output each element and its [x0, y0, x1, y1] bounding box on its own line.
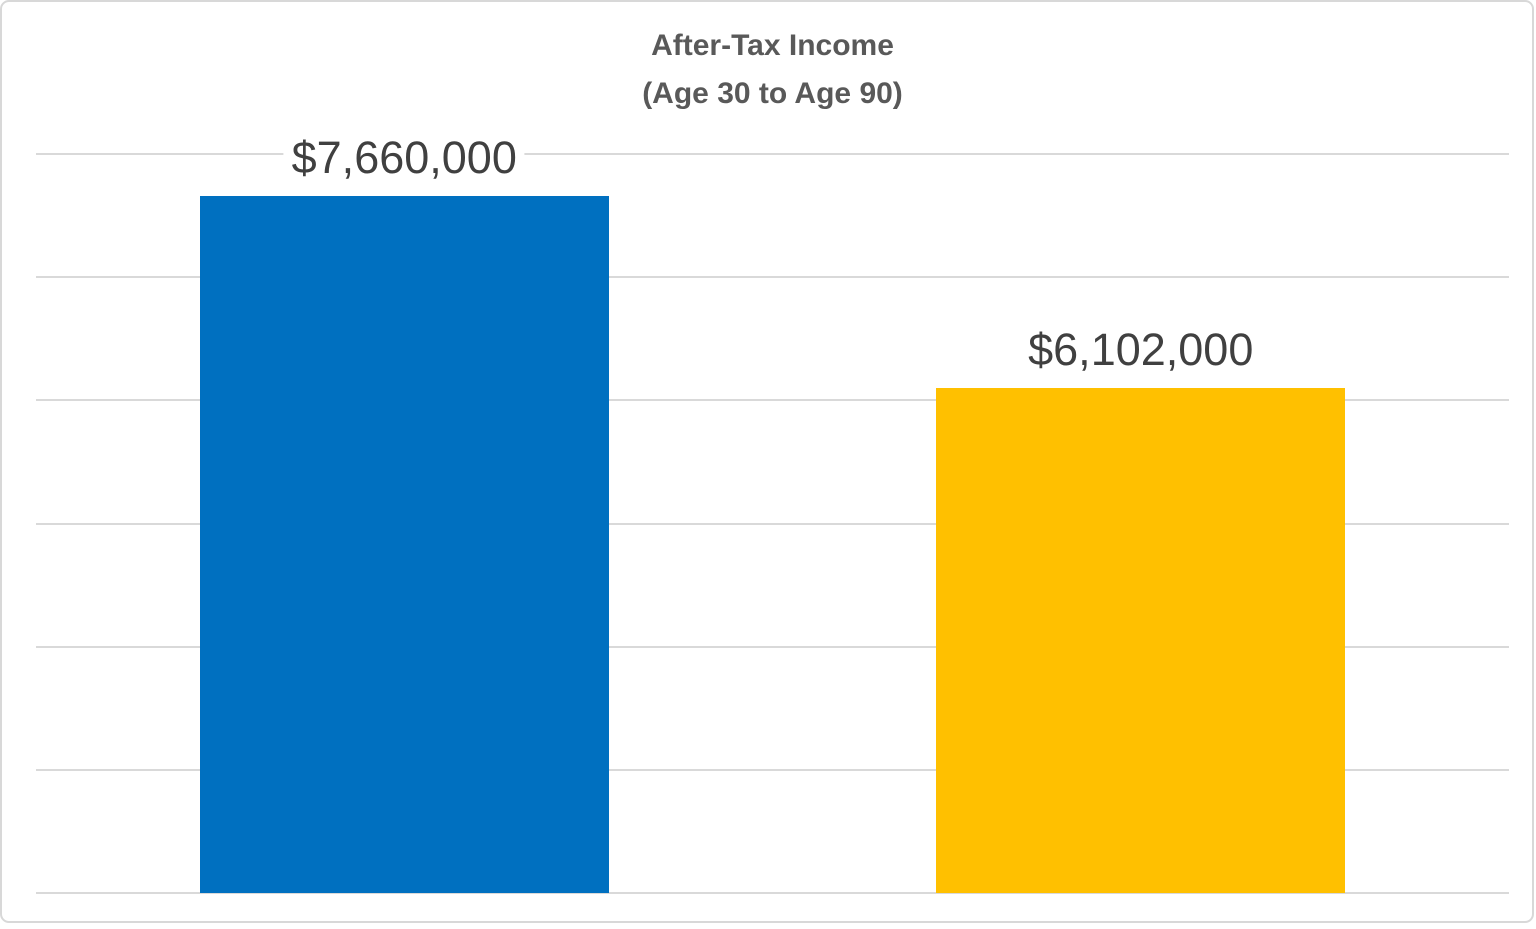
- gridline: [36, 768, 1509, 771]
- gridline: [36, 522, 1509, 525]
- gridline: [36, 399, 1509, 402]
- plot-area: $7,660,000 $6,102,000: [36, 131, 1509, 894]
- chart-title-line-1: After-Tax Income: [651, 29, 894, 62]
- gridline: [36, 153, 1509, 155]
- chart-title-line-2: (Age 30 to Age 90): [642, 77, 903, 110]
- data-label-1: $7,660,000: [283, 131, 525, 184]
- chart-title: After-Tax Income (Age 30 to Age 90): [36, 22, 1509, 118]
- gridline: [36, 645, 1509, 648]
- after-tax-income-bar-1: [199, 195, 609, 893]
- x-axis-baseline: [36, 892, 1509, 894]
- data-label-2: $6,102,000: [1020, 323, 1262, 376]
- gridline: [36, 276, 1509, 279]
- after-tax-income-bar-2: [936, 387, 1346, 893]
